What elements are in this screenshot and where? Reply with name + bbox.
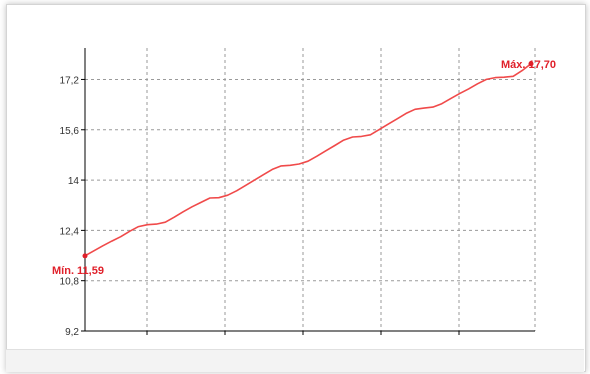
min-point-marker [82, 253, 88, 259]
chart-footer-band [6, 349, 584, 372]
series-group [84, 63, 532, 257]
grid-lines [85, 48, 536, 331]
chart-frame [6, 4, 586, 372]
y-tick-label: 12,4 [60, 226, 80, 237]
min-annotation: Mín. 11,59 [52, 265, 104, 277]
y-tick-label: 15,6 [60, 126, 80, 137]
axes [84, 48, 535, 332]
y-tick-label: 9,2 [65, 327, 79, 338]
series-line [84, 63, 532, 257]
max-annotation: Máx. 17,70 [501, 59, 556, 71]
y-tick-label: 14 [68, 176, 80, 187]
x-axis-ticks [146, 331, 460, 335]
y-tick-label: 10,8 [60, 277, 80, 288]
annotations: Mín. 11,59 Máx. 17,70 [52, 59, 556, 277]
max-point-marker [528, 61, 534, 67]
y-tick-label: 17,2 [60, 75, 80, 86]
y-axis-ticks: 9,2 10,8 12,4 14 15,6 17,2 [60, 75, 85, 338]
